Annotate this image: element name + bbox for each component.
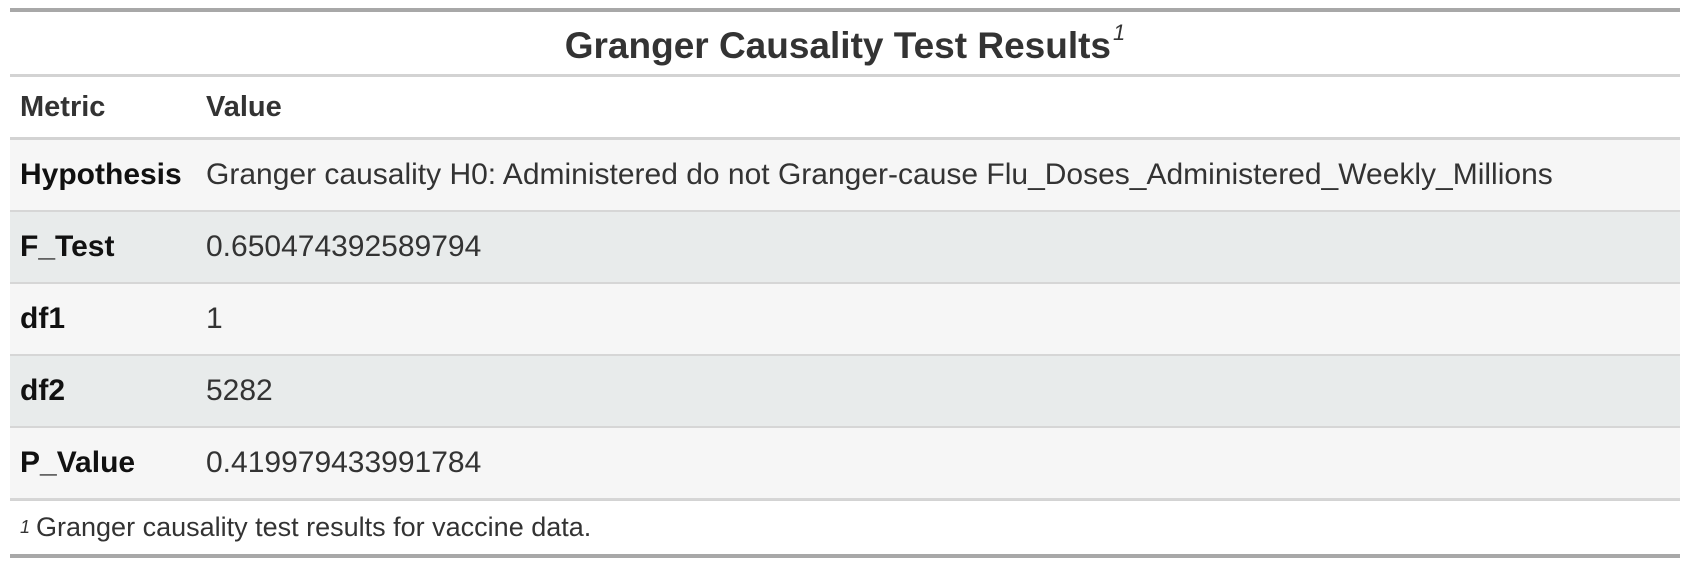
table-title-row: Granger Causality Test Results1 — [10, 12, 1680, 77]
row-value-df1: 1 — [206, 302, 223, 335]
results-table: Granger Causality Test Results1 Metric V… — [10, 8, 1680, 558]
table-row: F_Test 0.650474392589794 — [10, 212, 1680, 284]
table-row: Hypothesis Granger causality H0: Adminis… — [10, 140, 1680, 212]
row-value-hypothesis: Granger causality H0: Administered do no… — [206, 158, 1553, 191]
table-title-text: Granger Causality Test Results — [564, 24, 1112, 66]
table-row: P_Value 0.419979433991784 — [10, 428, 1680, 500]
row-value-f-test: 0.650474392589794 — [206, 230, 482, 263]
row-value-df2: 5282 — [206, 374, 273, 407]
footnote-text: Granger causality test results for vacci… — [36, 512, 592, 542]
bottom-rule — [10, 554, 1680, 558]
column-header-metric: Metric — [20, 90, 106, 123]
row-metric-p-value: P_Value — [20, 446, 136, 479]
footnote-mark: 1 — [20, 517, 31, 537]
table-title: Granger Causality Test Results1 — [565, 20, 1126, 67]
top-rule — [10, 8, 1680, 12]
table-row: df2 5282 — [10, 356, 1680, 428]
title-footnote-mark: 1 — [1113, 19, 1126, 45]
table-footnote: 1 Granger causality test results for vacc… — [10, 500, 1680, 554]
row-metric-df1: df1 — [20, 302, 65, 335]
row-metric-hypothesis: Hypothesis — [20, 158, 182, 191]
row-value-p-value: 0.419979433991784 — [206, 446, 482, 479]
row-metric-f-test: F_Test — [20, 230, 115, 263]
table-row: df1 1 — [10, 284, 1680, 356]
column-header-value: Value — [206, 90, 282, 123]
row-metric-df2: df2 — [20, 374, 65, 407]
column-header-row: Metric Value — [10, 77, 1680, 140]
